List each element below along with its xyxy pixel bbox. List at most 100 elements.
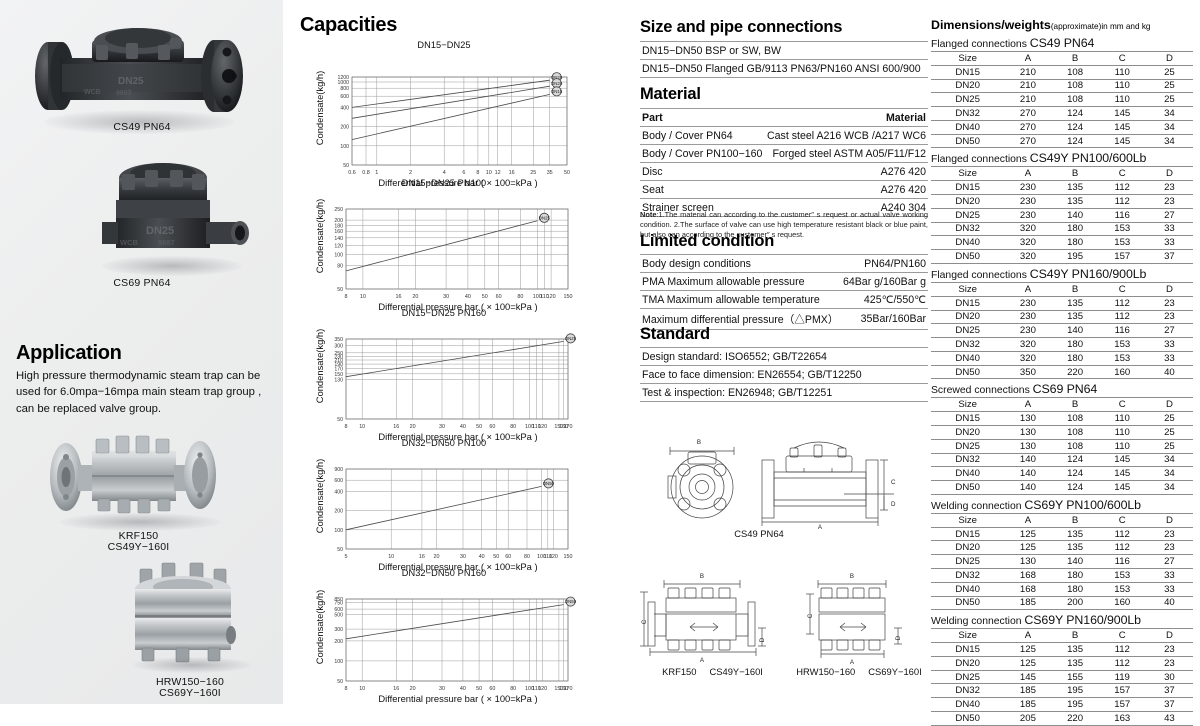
svg-text:30: 30 xyxy=(443,294,449,300)
cell-b: 180 xyxy=(1051,235,1099,251)
svg-text:2: 2 xyxy=(409,170,412,176)
series-endpoint-marker xyxy=(539,212,550,223)
column-header-c: C xyxy=(1098,512,1146,528)
cell-d: 33 xyxy=(1145,222,1193,237)
group-connection-type: Screwed connections xyxy=(931,385,1033,397)
cell-c: 110 xyxy=(1098,79,1146,94)
table-row-header: Size A B C D xyxy=(931,281,1193,297)
cell-c: 112 xyxy=(1098,180,1146,196)
cell-d: 33 xyxy=(1145,351,1193,366)
table-row: DN50 350 220 160 40 xyxy=(931,365,1193,380)
svg-text:DN25: DN25 xyxy=(118,76,144,87)
cell-b: 124 xyxy=(1051,120,1099,135)
cell-d: 34 xyxy=(1145,453,1193,468)
svg-text:500: 500 xyxy=(334,612,343,618)
chart-dn15-dn25-pn100: DN15−DN25 PN100 Condensate(kg/h) 8 10 16 20 30… xyxy=(296,178,592,312)
svg-text:40: 40 xyxy=(460,686,466,692)
svg-text:60: 60 xyxy=(489,424,495,430)
cell-c: 157 xyxy=(1098,249,1146,264)
chart-xlabel-2: Differential pressure bar ( × 100=kPa ) xyxy=(378,431,538,442)
cell-b: 108 xyxy=(1051,65,1099,80)
cell-size: DN25 xyxy=(931,554,1005,569)
material-value-4: A240 304 xyxy=(764,198,928,217)
cell-size: DN50 xyxy=(931,365,1005,380)
cell-b: 135 xyxy=(1051,540,1099,556)
svg-text:190: 190 xyxy=(334,362,343,368)
cell-a: 320 xyxy=(1004,337,1052,352)
limited-condition-table: Body design conditions PN64/PN160 PMA Max… xyxy=(640,254,928,330)
limited-value-2: 425℃/550℃ xyxy=(840,290,928,309)
chart-xlabel-0: Differential pressure bar ( × 100=kPa ) xyxy=(378,177,538,188)
svg-text:10: 10 xyxy=(359,424,365,430)
svg-text:200: 200 xyxy=(334,218,343,224)
cell-size: DN15 xyxy=(931,65,1005,80)
svg-text:1000: 1000 xyxy=(337,80,349,86)
cell-a: 270 xyxy=(1004,106,1052,121)
cell-b: 200 xyxy=(1051,596,1099,611)
cell-size: DN32 xyxy=(931,568,1005,583)
svg-text:120: 120 xyxy=(538,686,547,692)
cell-a: 140 xyxy=(1004,453,1052,468)
drawing-caption-krf150-a: KRF150 xyxy=(662,666,697,677)
svg-text:16: 16 xyxy=(419,554,425,560)
table-row: DN50 140 124 145 34 xyxy=(931,480,1193,495)
cs49-valve-illustration: DN25 WCB 9887 xyxy=(35,28,243,112)
material-value-3: A276 420 xyxy=(764,180,928,199)
application-title: Application xyxy=(16,342,122,364)
svg-text:100: 100 xyxy=(537,554,546,560)
cell-d: 33 xyxy=(1145,235,1193,251)
svg-text:600: 600 xyxy=(340,94,349,100)
standard-section-title: Standard xyxy=(640,325,710,343)
material-col-part: Part xyxy=(640,108,765,127)
cell-d: 27 xyxy=(1145,554,1193,569)
column-header-c: C xyxy=(1098,166,1146,182)
limited-label-0: Body design conditions xyxy=(640,254,841,273)
dim-label-a: A xyxy=(818,524,823,530)
svg-text:120: 120 xyxy=(549,554,558,560)
table-row: Maximum differential pressure（△PMX） 35Bar… xyxy=(640,308,928,330)
material-part-2: Disc xyxy=(640,162,765,181)
dimensions-column: Dimensions/weights(approximate)in mm and… xyxy=(931,18,1193,726)
svg-text:100: 100 xyxy=(533,294,542,300)
dim-label-d: D xyxy=(895,635,902,640)
svg-text:12: 12 xyxy=(495,170,501,176)
cell-size: DN32 xyxy=(931,222,1005,237)
cell-c: 153 xyxy=(1098,351,1146,366)
cell-size: DN15 xyxy=(931,411,1005,426)
cell-a: 210 xyxy=(1004,92,1052,108)
svg-text:DN25: DN25 xyxy=(146,225,174,237)
svg-text:50: 50 xyxy=(476,686,482,692)
material-part-4: Strainer screen xyxy=(640,198,765,217)
cell-b: 108 xyxy=(1051,79,1099,94)
svg-text:10: 10 xyxy=(359,686,365,692)
chart-xlabel-3: Differential pressure bar ( × 100=kPa ) xyxy=(378,561,538,572)
cell-c: 153 xyxy=(1098,568,1146,583)
cell-c: 145 xyxy=(1098,480,1146,495)
svg-text:250: 250 xyxy=(334,207,343,213)
group-model-name: CS49 PN64 xyxy=(1029,36,1095,50)
svg-text:210: 210 xyxy=(334,358,343,364)
column-header-a: A xyxy=(1004,281,1052,297)
chart-dn32-dn50-pn100: DN32−DN50 PN100 Condensate(kg/h) 5 10 16 20 30… xyxy=(296,438,592,572)
cell-b: 124 xyxy=(1051,453,1099,468)
cell-size: DN50 xyxy=(931,711,1005,726)
cell-d: 37 xyxy=(1145,249,1193,264)
series-line-DN25 xyxy=(351,79,550,108)
table-row: Design standard: ISO6552; GB/T22654 xyxy=(640,347,928,366)
series-line-DN32-DN50 xyxy=(345,604,564,640)
svg-text:100: 100 xyxy=(334,528,343,534)
table-row-header: Size A B C D xyxy=(931,628,1193,644)
table-row: Body / Cover PN64 Cast steel A216 WCB /A2… xyxy=(640,126,928,145)
svg-text:DN15: DN15 xyxy=(551,89,563,94)
svg-text:30: 30 xyxy=(439,424,445,430)
cell-d: 25 xyxy=(1145,411,1193,426)
cell-b: 220 xyxy=(1051,711,1099,726)
column-header-size: Size xyxy=(931,512,1005,528)
cell-size: DN40 xyxy=(931,697,1005,713)
column-header-c: C xyxy=(1098,397,1146,413)
cell-d: 43 xyxy=(1145,711,1193,726)
cell-d: 25 xyxy=(1145,92,1193,108)
svg-text:1: 1 xyxy=(375,170,378,176)
drawing-cs49: B A C D CS49 PN64 xyxy=(644,432,929,539)
group-model-name: CS69 PN64 xyxy=(1032,382,1098,397)
